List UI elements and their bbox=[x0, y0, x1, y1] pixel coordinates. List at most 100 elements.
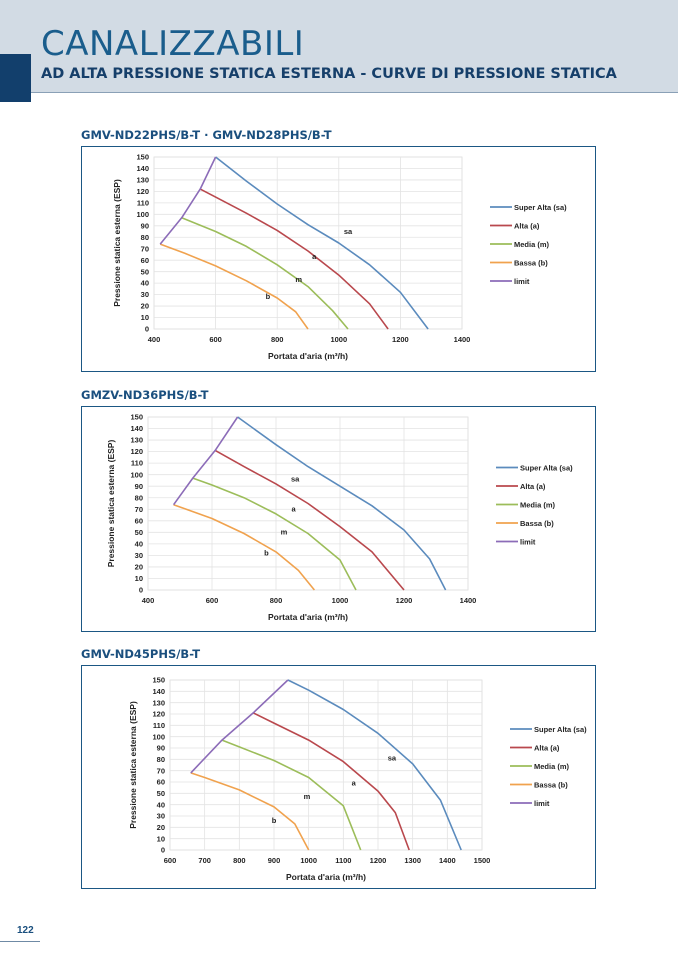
y-tick-label: 100 bbox=[152, 732, 165, 741]
page-title: CANALIZZABILI bbox=[41, 24, 305, 64]
y-tick-label: 110 bbox=[131, 459, 143, 468]
x-tick-label: 700 bbox=[198, 856, 211, 865]
page-subtitle: AD ALTA PRESSIONE STATICA ESTERNA - CURV… bbox=[41, 66, 617, 82]
legend-label: limit bbox=[520, 537, 536, 546]
x-tick-label: 800 bbox=[270, 596, 283, 605]
x-axis-title: Portata d'aria (m³/h) bbox=[268, 351, 348, 361]
y-tick-label: 140 bbox=[130, 424, 143, 433]
x-tick-label: 1200 bbox=[392, 335, 409, 344]
y-tick-label: 0 bbox=[145, 325, 149, 334]
legend-label: limit bbox=[514, 277, 530, 286]
curve-label-sa: sa bbox=[388, 753, 397, 762]
y-axis-title: Pressione statica esterna (ESP) bbox=[112, 179, 122, 307]
series-line-b bbox=[173, 503, 316, 591]
x-tick-label: 1200 bbox=[370, 856, 387, 865]
curve-label-m: m bbox=[304, 792, 311, 801]
series-line-a bbox=[199, 188, 389, 330]
curve-label-a: a bbox=[312, 252, 317, 261]
y-tick-label: 150 bbox=[136, 153, 149, 162]
chart-2-title: GMZV-ND36PHS/B-T bbox=[81, 388, 209, 402]
series-line-a bbox=[214, 449, 405, 591]
y-tick-label: 20 bbox=[135, 563, 143, 572]
y-tick-label: 10 bbox=[135, 574, 143, 583]
curve-label-b: b bbox=[266, 292, 271, 301]
plot-area bbox=[169, 679, 483, 851]
legend-label: limit bbox=[534, 799, 550, 808]
curve-label-m: m bbox=[295, 275, 302, 284]
y-tick-label: 150 bbox=[152, 676, 165, 685]
x-tick-label: 1300 bbox=[404, 856, 421, 865]
legend-label: Super Alta (sa) bbox=[520, 463, 573, 472]
y-axis-title: Pressione statica esterna (ESP) bbox=[128, 701, 138, 829]
chart-1: 0 10 20 30 40 50 60 70 80 90 100 110 120 130 140 150 400… bbox=[112, 153, 567, 361]
y-tick-label: 150 bbox=[130, 413, 143, 422]
y-tick-label: 140 bbox=[152, 687, 165, 696]
y-tick-label: 50 bbox=[157, 789, 165, 798]
legend-label: Media (m) bbox=[514, 240, 550, 249]
x-tick-label: 900 bbox=[268, 856, 281, 865]
y-tick-label: 30 bbox=[141, 290, 149, 299]
x-tick-label: 800 bbox=[233, 856, 246, 865]
header-accent-block bbox=[0, 54, 31, 102]
legend-label: Media (m) bbox=[520, 500, 556, 509]
x-tick-label: 600 bbox=[206, 596, 219, 605]
curve-label-b: b bbox=[272, 816, 277, 825]
series-line-m bbox=[181, 217, 349, 330]
x-axis-title: Portata d'aria (m³/h) bbox=[286, 872, 366, 882]
chart-1-title: GMV-ND22PHS/B-T · GMV-ND28PHS/B-T bbox=[81, 128, 332, 142]
y-tick-label: 80 bbox=[135, 493, 143, 502]
chart-2-box: 0 10 20 30 40 50 60 70 80 90 100 110 120 130 140 150 400… bbox=[81, 406, 596, 632]
x-tick-label: 1000 bbox=[332, 596, 349, 605]
y-tick-label: 40 bbox=[141, 279, 149, 288]
y-tick-label: 10 bbox=[157, 834, 165, 843]
series-line-b bbox=[190, 772, 310, 851]
legend-label: Alta (a) bbox=[534, 743, 560, 752]
y-tick-label: 120 bbox=[152, 710, 165, 719]
y-tick-label: 10 bbox=[141, 313, 149, 322]
series-line-m bbox=[221, 739, 362, 851]
y-tick-label: 110 bbox=[137, 198, 149, 207]
header-band bbox=[0, 0, 678, 92]
legend-label: Bassa (b) bbox=[520, 519, 554, 528]
legend-label: Alta (a) bbox=[520, 482, 546, 491]
y-tick-label: 90 bbox=[141, 221, 149, 230]
y-tick-label: 70 bbox=[141, 244, 149, 253]
series-line-limit bbox=[172, 416, 239, 506]
x-tick-label: 1200 bbox=[396, 596, 413, 605]
series-line-a bbox=[252, 712, 410, 851]
series-line-limit bbox=[190, 679, 289, 774]
y-tick-label: 0 bbox=[139, 586, 143, 595]
legend-label: Bassa (b) bbox=[534, 780, 568, 789]
x-tick-label: 1100 bbox=[335, 856, 351, 865]
chart-1-box: 0 10 20 30 40 50 60 70 80 90 100 110 120 130 140 150 400… bbox=[81, 146, 596, 372]
y-tick-label: 30 bbox=[157, 812, 165, 821]
y-tick-label: 0 bbox=[161, 846, 165, 855]
y-tick-label: 50 bbox=[135, 528, 143, 537]
y-tick-label: 30 bbox=[135, 551, 143, 560]
y-tick-label: 60 bbox=[141, 256, 149, 265]
x-tick-label: 1400 bbox=[454, 335, 471, 344]
page-number: 122 bbox=[17, 925, 34, 936]
curve-label-m: m bbox=[281, 528, 288, 537]
series-line-limit bbox=[159, 156, 217, 245]
x-tick-label: 400 bbox=[148, 335, 161, 344]
y-tick-label: 70 bbox=[135, 505, 143, 514]
x-tick-label: 1400 bbox=[460, 596, 477, 605]
y-tick-label: 80 bbox=[141, 233, 149, 242]
y-tick-label: 80 bbox=[157, 755, 165, 764]
curve-label-a: a bbox=[292, 505, 297, 514]
y-tick-label: 60 bbox=[135, 516, 143, 525]
curve-label-a: a bbox=[352, 778, 357, 787]
x-tick-label: 600 bbox=[164, 856, 177, 865]
legend-label: Bassa (b) bbox=[514, 258, 548, 267]
y-tick-label: 20 bbox=[141, 302, 149, 311]
x-tick-label: 800 bbox=[271, 335, 284, 344]
series-line-m bbox=[192, 477, 357, 591]
series-line-sa bbox=[215, 156, 429, 330]
plot-area bbox=[153, 156, 463, 330]
legend-label: Media (m) bbox=[534, 762, 570, 771]
y-tick-label: 130 bbox=[136, 176, 149, 185]
legend-label: Alta (a) bbox=[514, 221, 540, 230]
y-tick-label: 20 bbox=[157, 823, 165, 832]
header-rule bbox=[31, 92, 678, 93]
